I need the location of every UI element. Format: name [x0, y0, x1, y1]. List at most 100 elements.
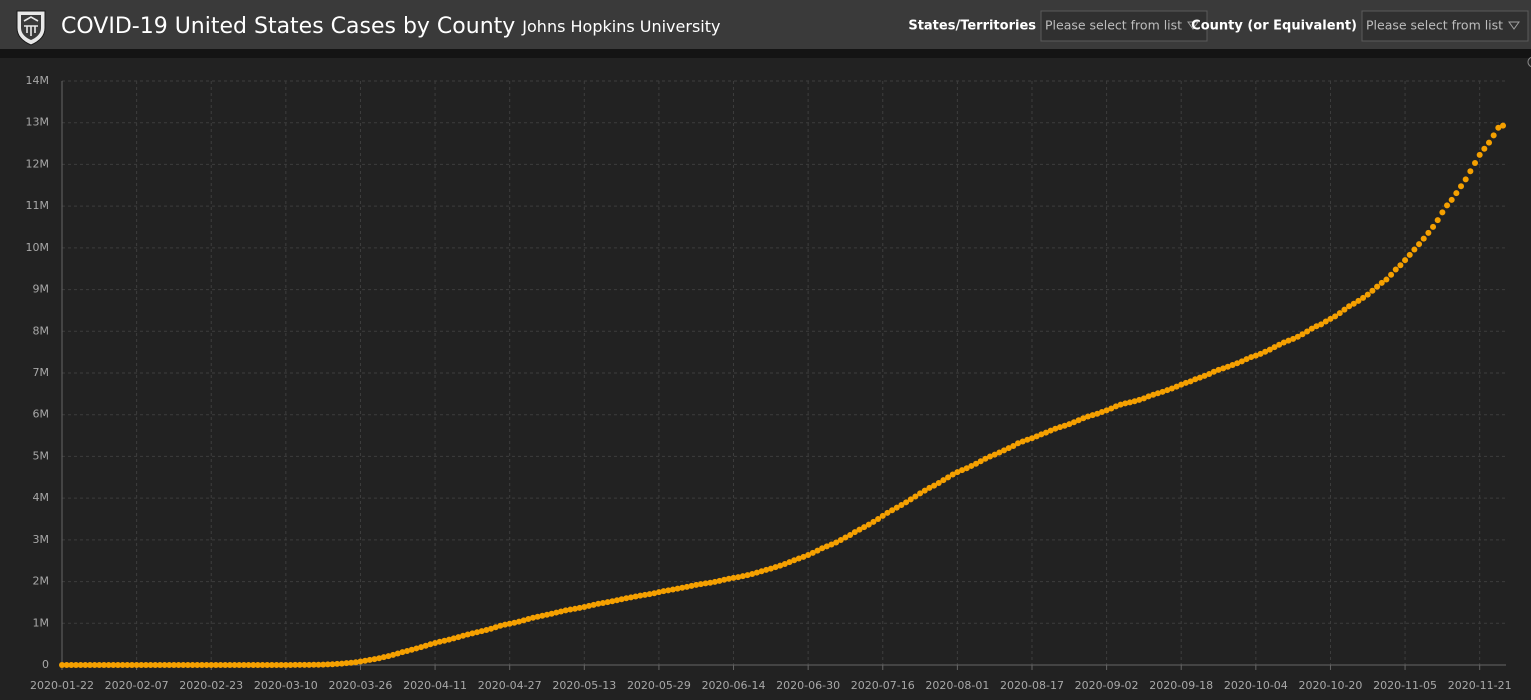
data-point — [525, 615, 532, 622]
data-point — [1280, 339, 1287, 346]
data-point — [683, 583, 690, 590]
data-point — [842, 534, 849, 541]
data-point — [884, 509, 891, 516]
panel-icon[interactable] — [1527, 56, 1531, 68]
data-point — [833, 539, 840, 546]
data-point — [1397, 262, 1404, 269]
data-point — [1458, 183, 1465, 190]
data-point — [1336, 310, 1343, 317]
data-point — [651, 590, 658, 597]
data-point — [744, 572, 751, 579]
data-point — [427, 641, 434, 648]
data-point — [870, 518, 877, 525]
y-tick-label: 9M — [33, 283, 50, 296]
data-point — [1327, 315, 1334, 322]
data-point — [623, 595, 630, 602]
data-point — [1248, 354, 1255, 361]
dropdown-arrow[interactable] — [1508, 21, 1520, 30]
dropdown-box[interactable] — [1361, 10, 1529, 42]
data-point — [791, 557, 798, 564]
data-point — [1089, 412, 1096, 419]
data-point — [1015, 440, 1022, 447]
y-tick-label: 0 — [42, 658, 49, 671]
county-dropdown[interactable]: Please select from list — [1361, 10, 1529, 42]
header-bar — [0, 0, 1531, 49]
data-point — [474, 629, 481, 636]
data-point — [1262, 348, 1269, 355]
data-point — [1490, 132, 1497, 139]
data-point — [488, 625, 495, 632]
data-point — [338, 660, 345, 667]
dropdown-box[interactable] — [1040, 10, 1208, 42]
data-point — [138, 661, 145, 668]
data-point — [497, 622, 504, 629]
data-point — [1252, 352, 1259, 359]
y-tick-label: 4M — [33, 491, 50, 504]
dropdown-placeholder[interactable]: Please select from list — [1366, 18, 1503, 33]
data-point — [520, 617, 527, 624]
data-point — [1220, 365, 1227, 372]
data-point — [394, 650, 401, 657]
data-point — [1117, 401, 1124, 408]
data-point — [212, 661, 219, 668]
data-point — [357, 658, 364, 665]
data-point — [543, 611, 550, 618]
data-point — [315, 661, 322, 668]
data-point — [1257, 350, 1264, 357]
y-tick-label: 1M — [33, 616, 50, 629]
dropdown-arrow[interactable] — [1187, 21, 1199, 30]
title: COVID-19 United States Cases by County — [61, 14, 515, 39]
data-point — [1178, 381, 1185, 388]
x-tick-label: 2020-05-29 — [627, 679, 691, 692]
data-point — [1444, 202, 1451, 209]
data-point — [1192, 376, 1199, 383]
data-point — [1462, 176, 1469, 183]
data-point — [1201, 372, 1208, 379]
data-point — [110, 661, 117, 668]
data-point — [86, 661, 93, 668]
data-point — [96, 661, 103, 668]
data-point — [1318, 321, 1325, 328]
data-point — [763, 566, 770, 573]
data-point — [1467, 168, 1474, 175]
data-point — [222, 661, 229, 668]
data-point — [63, 661, 70, 668]
data-point — [1355, 297, 1362, 304]
data-point — [156, 661, 163, 668]
data-point — [954, 469, 961, 476]
data-point — [959, 467, 966, 474]
data-point — [240, 661, 247, 668]
data-point — [730, 574, 737, 581]
data-point — [245, 661, 252, 668]
data-point — [865, 521, 872, 528]
data-point — [1150, 391, 1157, 398]
data-point — [231, 661, 238, 668]
data-point — [72, 661, 79, 668]
x-tick-label: 2020-10-20 — [1298, 679, 1362, 692]
data-point — [576, 604, 583, 611]
data-point — [805, 552, 812, 559]
data-point — [1112, 403, 1119, 410]
data-point — [1495, 124, 1502, 131]
data-point — [875, 516, 882, 522]
data-point — [1346, 303, 1353, 310]
data-point — [828, 541, 835, 548]
data-point — [1406, 251, 1413, 258]
data-point — [1108, 405, 1115, 412]
data-point — [721, 576, 728, 583]
data-point — [1238, 358, 1245, 365]
data-point — [1448, 196, 1455, 203]
state-dropdown[interactable]: Please select from list — [1040, 10, 1208, 42]
x-tick-label: 2020-04-27 — [478, 679, 542, 692]
x-tick-label: 2020-03-26 — [328, 679, 392, 692]
data-point — [823, 543, 830, 550]
data-point — [1080, 415, 1087, 422]
dropdown-placeholder[interactable]: Please select from list — [1045, 18, 1182, 33]
data-point — [1486, 139, 1493, 146]
y-tick-label: 11M — [26, 199, 50, 212]
data-point — [184, 661, 191, 668]
data-point — [380, 654, 387, 661]
data-point — [1402, 257, 1409, 264]
data-point — [1005, 445, 1012, 452]
